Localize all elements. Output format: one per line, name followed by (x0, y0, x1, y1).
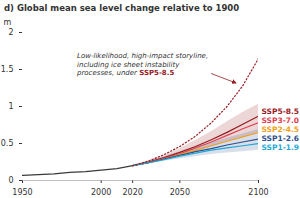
svg-text:0.5: 0.5 (1, 139, 14, 148)
svg-text:0: 0 (8, 176, 13, 185)
svg-text:SSP1-1.9: SSP1-1.9 (262, 143, 300, 152)
svg-text:2050: 2050 (170, 188, 190, 197)
svg-text:SSP2-4.5: SSP2-4.5 (262, 125, 300, 134)
svg-text:2100: 2100 (248, 188, 268, 197)
svg-text:2: 2 (8, 28, 13, 37)
svg-text:SSP3-7.0: SSP3-7.0 (262, 116, 300, 125)
html-text:processes, under SSP5-8.5: processes, under SSP5-8.5 (77, 69, 175, 77)
svg-text:2000: 2000 (91, 188, 111, 197)
svg-text:1950: 1950 (12, 188, 32, 197)
html-text:d) Global mean sea level chang: d) Global mean sea level change relative… (4, 3, 240, 13)
svg-text:2020: 2020 (122, 188, 142, 197)
html-text:including ice sheet instabilit: including ice sheet instability (77, 60, 180, 69)
svg-text:m: m (4, 18, 12, 27)
svg-text:1: 1 (8, 102, 13, 111)
svg-text:SSP5-8.5: SSP5-8.5 (262, 107, 300, 116)
svg-text:1.5: 1.5 (1, 65, 14, 74)
html-text:Low-likelihood, high-impact st: Low-likelihood, high-impact storyline, (77, 52, 209, 60)
svg-text:SSP1-2.6: SSP1-2.6 (262, 134, 300, 143)
